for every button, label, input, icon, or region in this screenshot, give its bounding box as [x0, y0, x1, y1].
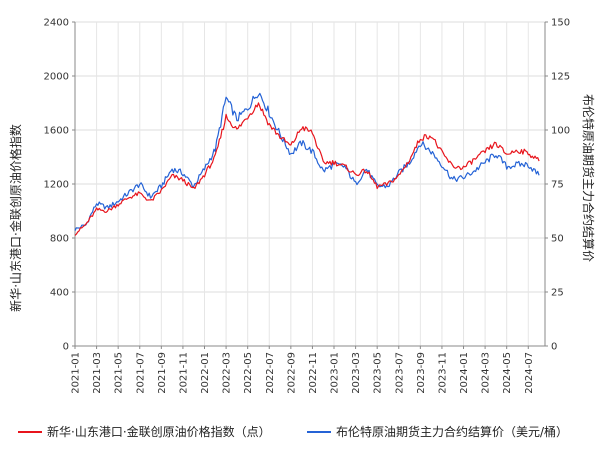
y-right-axis-title: 布伦特原油期货主力合约结算价 [581, 94, 596, 262]
x-tick-label: 2023-11 [437, 352, 448, 394]
legend-label: 新华·山东港口·金联创原油价格指数（点） [47, 424, 271, 439]
x-tick-label: 2023-05 [373, 352, 384, 394]
x-tick-label: 2022-07 [265, 352, 276, 394]
x-tick-labels: 2021-01 2021-03 2021-05 2021-07 2021-09 2021-… [71, 346, 535, 394]
legend-label: 布伦特原油期货主力合约结算价（美元/桶） [336, 424, 568, 439]
x-tick-label: 2022-01 [200, 352, 211, 394]
y-left-tick-labels: 0 400 800 1200 1600 2000 2400 [44, 18, 75, 353]
y-right-tick-label: 150 [551, 18, 570, 29]
series-layer [74, 92, 540, 236]
x-tick-label: 2023-03 [351, 352, 362, 394]
y-left-tick-label: 1600 [44, 126, 69, 137]
legend: 新华·山东港口·金联创原油价格指数（点） 布伦特原油期货主力合约结算价（美元/桶） [18, 424, 568, 439]
y-left-tick-label: 800 [50, 234, 69, 245]
y-left-tick-label: 400 [50, 288, 69, 299]
x-tick-label: 2022-03 [222, 352, 233, 394]
x-tick-label: 2024-03 [481, 352, 492, 394]
y-right-tick-label: 100 [551, 126, 570, 137]
y-left-axis-title: 新华·山东港口·金联创原油价格指数 [8, 124, 23, 312]
x-tick-label: 2023-07 [394, 352, 405, 394]
x-tick-label: 2024-01 [459, 352, 470, 394]
x-tick-label: 2024-05 [502, 352, 513, 394]
y-right-tick-label: 0 [551, 342, 557, 353]
y-right-tick-label: 50 [551, 234, 564, 245]
y-right-tick-labels: 0 25 50 75 100 125 150 [545, 18, 570, 353]
y-left-tick-label: 2400 [44, 18, 69, 29]
gridlines [74, 21, 545, 347]
x-tick-label: 2022-05 [243, 352, 254, 394]
x-tick-label: 2022-11 [308, 352, 319, 394]
x-tick-label: 2021-03 [92, 352, 103, 394]
x-tick-label: 2021-09 [157, 352, 168, 394]
x-tick-label: 2022-09 [286, 352, 297, 394]
x-tick-label: 2021-01 [71, 352, 82, 394]
x-tick-label: 2023-01 [330, 352, 341, 394]
y-right-tick-label: 75 [551, 180, 564, 191]
y-left-tick-label: 0 [63, 342, 69, 353]
x-tick-label: 2021-05 [114, 352, 125, 394]
x-tick-label: 2023-09 [416, 352, 427, 394]
x-tick-label: 2024-07 [524, 352, 535, 394]
x-tick-label: 2021-07 [135, 352, 146, 394]
y-right-tick-label: 125 [551, 72, 570, 83]
y-left-tick-label: 1200 [44, 180, 69, 191]
x-tick-label: 2021-11 [178, 352, 189, 394]
series-line-brent [74, 92, 540, 231]
y-left-tick-label: 2000 [44, 72, 69, 83]
y-right-tick-label: 25 [551, 288, 564, 299]
series-line-index [74, 102, 540, 236]
